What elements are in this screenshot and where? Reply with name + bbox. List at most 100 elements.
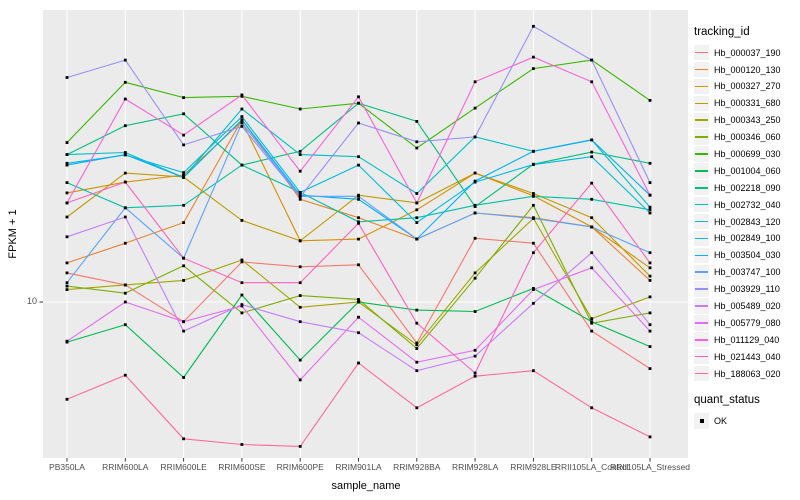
data-point: [182, 143, 185, 147]
data-point: [240, 121, 244, 125]
data-point: [415, 360, 419, 364]
data-point: [415, 343, 419, 347]
data-point: [298, 305, 302, 309]
legend-key-swatch: [694, 61, 709, 78]
legend-item-Hb_000120_130: Hb_000120_130: [694, 61, 798, 78]
data-point: [182, 279, 185, 282]
legend-item-Hb_000327_270: Hb_000327_270: [694, 78, 798, 95]
data-point: [532, 67, 535, 70]
legend-key-swatch: [694, 163, 709, 179]
x-tick-label: RRIM928LE: [510, 462, 557, 472]
data-point: [357, 95, 360, 99]
legend-line-icon: [695, 355, 708, 358]
data-point: [123, 171, 127, 175]
legend-key-swatch: [694, 413, 709, 429]
legend-line-icon: [695, 119, 708, 121]
data-point: [123, 124, 127, 128]
data-point: [65, 163, 69, 167]
data-point: [473, 271, 477, 275]
data-point: [298, 149, 302, 153]
data-point: [415, 369, 419, 373]
data-point: [357, 101, 360, 105]
data-point: [648, 99, 652, 102]
data-point: [648, 329, 652, 333]
legend-key-swatch: [694, 146, 709, 162]
x-axis-title: sample_name: [331, 480, 401, 492]
data-point: [648, 435, 652, 439]
data-point: [65, 181, 69, 184]
legend-key-swatch: [694, 197, 709, 213]
data-point: [590, 80, 594, 84]
data-point: [123, 180, 127, 184]
x-tick-label: RRIM600LA: [102, 462, 149, 472]
data-point: [65, 339, 69, 343]
data-point: [65, 261, 69, 265]
data-point: [65, 281, 69, 285]
legend-key-swatch: [694, 281, 709, 297]
data-point: [182, 171, 185, 174]
data-point: [123, 241, 127, 245]
data-point: [473, 171, 477, 175]
legend-item-Hb_002843_120: Hb_002843_120: [694, 213, 798, 230]
data-point: [648, 161, 652, 165]
data-point: [123, 300, 127, 304]
data-point: [298, 445, 302, 448]
data-point: [123, 291, 127, 295]
legend-key-swatch: [694, 365, 709, 382]
legend-item-label: Hb_005489_020: [714, 301, 781, 311]
legend-key-swatch: [694, 332, 709, 348]
data-point: [415, 192, 419, 195]
data-point: [590, 216, 594, 220]
data-point: [357, 221, 360, 225]
legend-item-label: Hb_001004_060: [714, 165, 781, 176]
data-point: [415, 341, 419, 345]
legend-item-Hb_000331_680: Hb_000331_680: [694, 95, 798, 111]
legend-item-label: Hb_000037_190: [714, 47, 781, 58]
legend-item-Hb_005489_020: Hb_005489_020: [694, 298, 798, 314]
data-point: [590, 138, 594, 142]
data-point: [590, 150, 594, 154]
legend-item-label: Hb_000120_130: [714, 64, 781, 75]
data-point: [182, 320, 185, 324]
data-point: [357, 163, 360, 167]
legend-key-swatch: [694, 129, 709, 145]
legend-key-swatch: [694, 112, 709, 128]
legend-item-Hb_002849_100: Hb_002849_100: [694, 230, 798, 247]
data-point: [532, 301, 535, 305]
data-point: [532, 149, 535, 153]
data-point: [473, 135, 477, 139]
data-point: [532, 241, 535, 245]
legend-line-icon: [695, 322, 708, 324]
y-axis-title: FPKM + 1: [7, 209, 19, 259]
data-point: [182, 96, 185, 99]
x-tick-label: RRIM901LA: [335, 462, 382, 472]
legend-point-icon: [699, 418, 704, 423]
legend-title-tracking-id: tracking_id: [694, 26, 750, 38]
legend-line-icon: [695, 51, 708, 54]
data-point: [590, 317, 594, 321]
data-point: [123, 153, 127, 156]
x-tick-label: RRII105LA_Control: [554, 462, 629, 472]
data-point: [648, 208, 652, 212]
data-point: [473, 179, 477, 183]
data-point: [415, 146, 419, 150]
data-point: [65, 288, 69, 291]
data-point: [590, 406, 594, 410]
legend-key-swatch: [694, 247, 709, 263]
legend-line-icon: [695, 136, 708, 138]
legend-item-label: Hb_002843_120: [714, 216, 781, 227]
data-point: [240, 281, 244, 285]
legend-key-swatch: [694, 95, 709, 111]
legend-item-label: Hb_000331_680: [714, 98, 781, 109]
legend-item-Hb_001004_060: Hb_001004_060: [694, 163, 798, 179]
data-point: [473, 236, 477, 240]
data-point: [65, 284, 69, 288]
legend-key-swatch: [694, 180, 709, 196]
data-point: [648, 279, 652, 282]
legend-item-Hb_000037_190: Hb_000037_190: [694, 45, 798, 61]
data-point: [532, 192, 535, 195]
legend-item-label: Hb_003504_030: [714, 250, 781, 261]
data-point: [590, 320, 594, 324]
data-point: [123, 283, 127, 287]
legend-item-Hb_002732_040: Hb_002732_040: [694, 197, 798, 213]
